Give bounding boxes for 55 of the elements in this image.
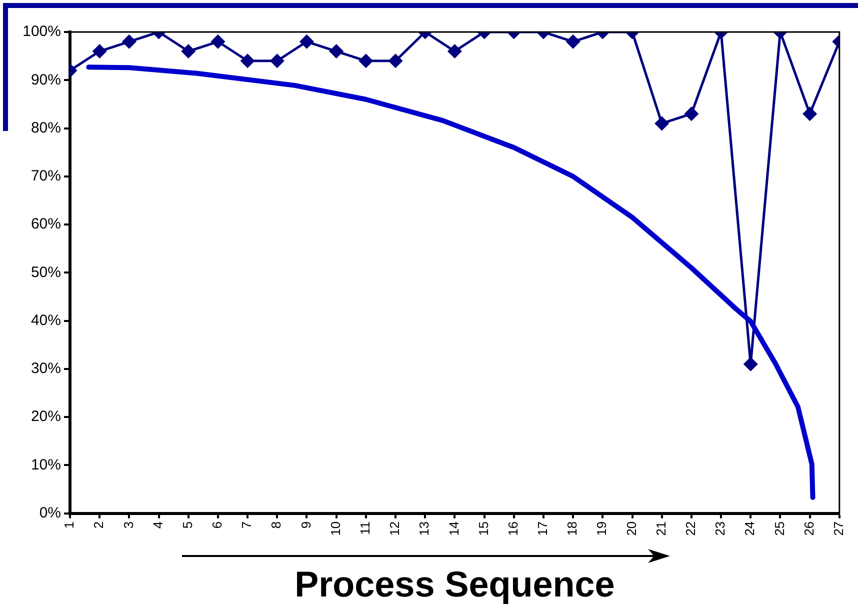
point <box>92 44 106 58</box>
x-tick-label: 10 <box>328 521 343 536</box>
point <box>448 44 462 58</box>
point <box>300 34 314 48</box>
x-tick-label: 17 <box>535 521 550 536</box>
x-tick-label: 6 <box>210 521 225 529</box>
x-tick-label: 3 <box>120 521 136 529</box>
x-tick-label: 9 <box>298 521 314 529</box>
y-tick-label: 40% <box>30 312 61 329</box>
y-tick-label: 100% <box>22 23 61 40</box>
x-tick-label: 13 <box>416 521 432 536</box>
point <box>566 34 580 48</box>
x-tick-label: 25 <box>772 521 787 536</box>
x-tick-label: 26 <box>801 521 816 536</box>
x-tick-label: 12 <box>387 521 402 536</box>
point <box>240 54 254 68</box>
x-tick-label: 20 <box>624 521 639 536</box>
x-tick-label: 22 <box>683 521 698 536</box>
x-tick-label: 23 <box>712 521 728 536</box>
x-tick-label: 11 <box>358 521 372 535</box>
point <box>211 34 225 48</box>
x-tick-label: 24 <box>742 521 758 536</box>
y-tick-label: 10% <box>30 456 61 474</box>
point <box>803 107 817 121</box>
point <box>655 116 669 130</box>
point <box>359 54 373 68</box>
point <box>684 107 698 121</box>
point <box>330 44 344 58</box>
x-axis-title: Process Sequence <box>294 563 615 604</box>
point <box>182 44 196 58</box>
x-tick-label: 5 <box>180 521 195 529</box>
x-tick-label: 8 <box>268 521 284 529</box>
point <box>388 54 402 68</box>
point <box>122 34 136 48</box>
x-tick-label: 15 <box>476 521 491 536</box>
x-tick-label: 27 <box>830 521 846 536</box>
y-tick-label: 20% <box>30 408 61 426</box>
x-tick-label: 19 <box>594 521 610 536</box>
x-tick-label: 4 <box>150 521 166 529</box>
point <box>744 357 758 371</box>
y-tick-label: 30% <box>30 360 61 378</box>
x-tick-label: 21 <box>653 521 668 536</box>
x-tick-label: 14 <box>446 521 462 536</box>
x-tick-label: 1 <box>62 521 77 529</box>
y-tick-label: 70% <box>30 168 61 185</box>
y-tick-label: 60% <box>30 216 61 233</box>
x-tick-label: 7 <box>239 521 254 529</box>
x-tick-label: 18 <box>564 521 580 536</box>
point <box>270 54 284 68</box>
y-tick-label: 50% <box>30 264 61 281</box>
y-tick-label: 90% <box>30 71 61 88</box>
x-tick-label: 2 <box>91 521 106 529</box>
y-tick-label: 80% <box>30 119 61 136</box>
x-tick-label: 16 <box>505 521 520 536</box>
y-tick-label: 0% <box>39 504 61 522</box>
